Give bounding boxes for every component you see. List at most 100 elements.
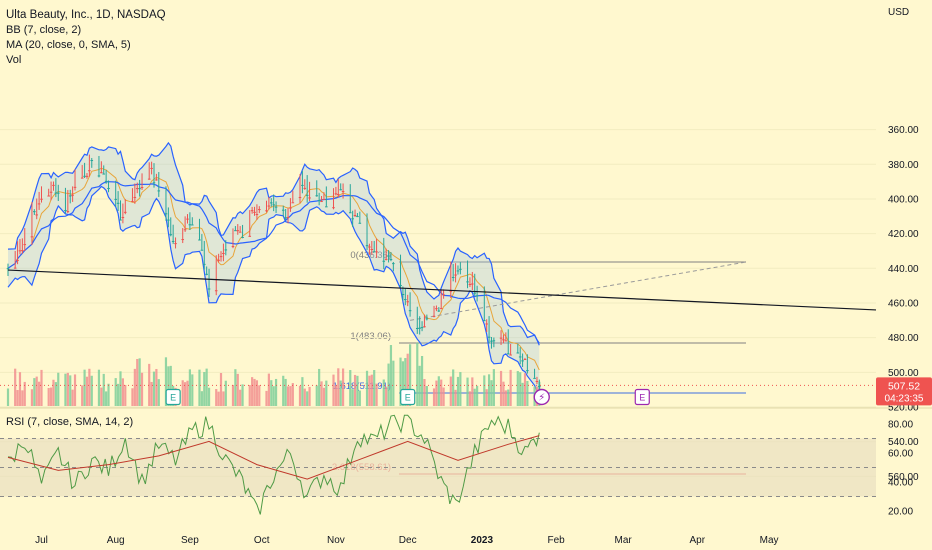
- time-axis-label: Nov: [327, 535, 345, 546]
- volume-bar: [440, 379, 443, 406]
- candle-body: [420, 327, 424, 329]
- last-price-value: 507.52: [888, 380, 920, 392]
- volume-bar: [332, 374, 335, 406]
- volume-bar: [14, 368, 17, 406]
- legend-title: Ulta Beauty, Inc., 1D, NASDAQ: [6, 9, 166, 21]
- candle-body: [186, 218, 189, 220]
- volume-bar: [131, 388, 134, 406]
- volume-bar: [349, 370, 352, 406]
- candle-body: [353, 215, 357, 217]
- volume-bar: [6, 388, 10, 406]
- candle-body: [372, 251, 376, 253]
- currency-label: USD: [888, 7, 909, 18]
- candle-body: [222, 252, 225, 254]
- candle-body: [451, 276, 455, 278]
- volume-bar: [217, 391, 220, 406]
- volume-bar: [487, 374, 491, 406]
- volume-bar: [191, 374, 194, 406]
- volume-bar: [231, 384, 235, 406]
- candle-body: [152, 182, 156, 184]
- volume-bar: [473, 388, 476, 406]
- volume-bar: [21, 390, 24, 406]
- time-axis-label: May: [760, 535, 779, 546]
- candle-body: [432, 315, 436, 317]
- volume-bar: [164, 357, 168, 406]
- candle-body: [183, 229, 187, 231]
- volume-bar: [239, 389, 242, 406]
- candle-body: [190, 224, 194, 226]
- volume-bar: [97, 369, 101, 406]
- volume-bar: [88, 368, 91, 406]
- moving-average-line: [7, 181, 540, 346]
- volume-bar: [152, 371, 156, 406]
- candle-body: [255, 214, 259, 216]
- volume-bar: [468, 391, 472, 406]
- bollinger-upper: [7, 185, 540, 398]
- candle-body: [198, 239, 201, 241]
- candle-body: [485, 323, 488, 325]
- candle-body: [123, 211, 127, 213]
- volume-bar: [523, 373, 527, 406]
- volume-bar: [365, 370, 369, 406]
- volume-bar: [301, 377, 304, 406]
- candle-body: [365, 245, 369, 247]
- volume-bar: [33, 378, 36, 406]
- candle-body: [167, 219, 170, 221]
- candle-body: [516, 352, 520, 354]
- volume-bar: [325, 380, 328, 406]
- price-tick-label: 380.00: [888, 160, 919, 171]
- volume-bar: [234, 369, 237, 406]
- volume-bar: [492, 369, 495, 406]
- candle-body: [499, 337, 503, 339]
- volume-bar: [85, 376, 89, 406]
- candle-body: [265, 210, 268, 212]
- volume-bar: [516, 371, 519, 406]
- candle-body: [523, 358, 527, 360]
- candle-body: [200, 249, 204, 251]
- candle-body: [368, 246, 371, 248]
- candle-body: [234, 230, 237, 232]
- volume-bar: [251, 377, 254, 406]
- candle-body: [305, 194, 309, 196]
- price-tick-label: 540.00: [888, 437, 919, 448]
- earnings-marker-label: E: [405, 393, 411, 403]
- volume-bar: [351, 389, 354, 406]
- earnings-marker-label: E: [639, 393, 645, 403]
- last-price-countdown: 04:23:35: [885, 393, 924, 404]
- dashed-trend-line: [410, 261, 747, 321]
- candle-body: [155, 179, 158, 181]
- candle-body: [473, 292, 477, 294]
- candle-body: [104, 180, 108, 182]
- volume-bar: [181, 380, 184, 406]
- candle-body: [356, 216, 359, 218]
- candle-body: [437, 310, 441, 312]
- candle-body: [131, 200, 134, 202]
- candle-body: [73, 186, 77, 188]
- rsi-tick-label: 20.00: [888, 507, 913, 518]
- candle-body: [301, 184, 304, 186]
- volume-bar: [200, 391, 203, 406]
- volume-bar: [73, 374, 77, 406]
- candle-body: [370, 249, 374, 251]
- candle-body: [415, 327, 419, 329]
- candle-body: [269, 202, 273, 204]
- candle-body: [250, 210, 254, 212]
- price-tick-label: 560.00: [888, 472, 919, 483]
- volume-bar: [69, 375, 72, 406]
- candle-body: [114, 198, 118, 200]
- volume-bar: [289, 386, 292, 406]
- price-tick-label: 420.00: [888, 229, 919, 240]
- candle-body: [435, 308, 438, 310]
- volume-bar: [258, 385, 261, 406]
- volume-bar: [303, 388, 306, 406]
- candle-body: [538, 385, 541, 387]
- fib-level-label: 0(436.36): [350, 250, 391, 261]
- volume-bar: [119, 371, 122, 406]
- candle-body: [97, 175, 101, 177]
- volume-bar: [274, 378, 278, 406]
- candle-body: [236, 230, 240, 232]
- rsi-ma-line: [7, 435, 540, 480]
- volume-bar: [140, 372, 144, 406]
- candle-body: [174, 243, 177, 245]
